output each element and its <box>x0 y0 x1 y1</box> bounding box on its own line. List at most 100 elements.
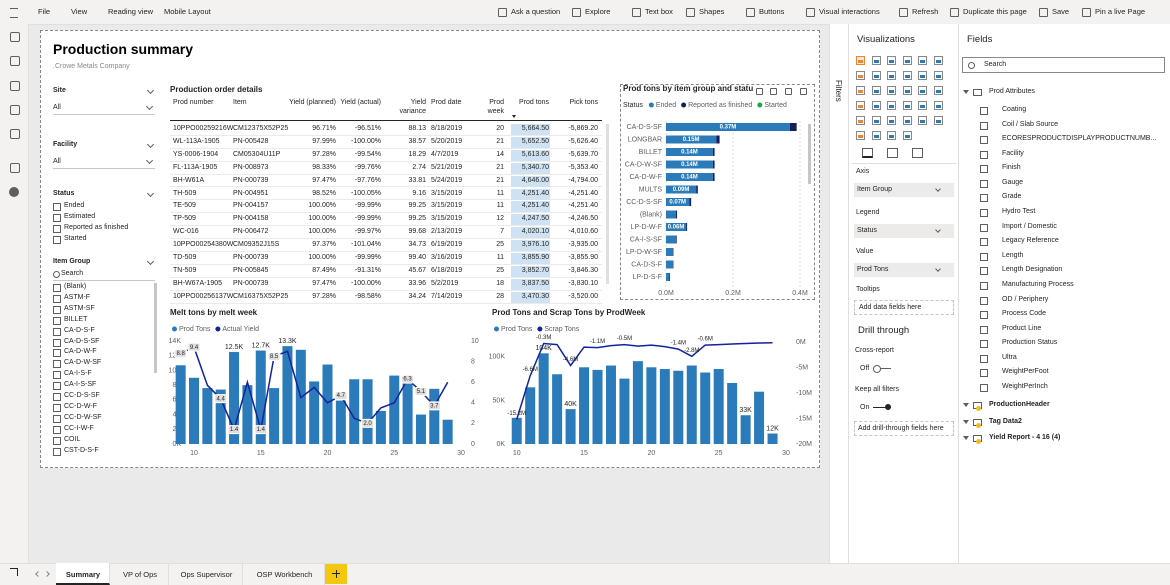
tab-label[interactable]: Ops Supervisor <box>170 570 243 579</box>
column-header[interactable]: Yield (actual) <box>337 98 381 107</box>
field-column[interactable]: Legacy Reference <box>1002 237 1059 244</box>
toolbar-button[interactable]: Visual interactions <box>819 7 880 16</box>
slicer-option[interactable]: CC-D-W-SF <box>64 414 102 421</box>
toolbar-button[interactable]: Text box <box>645 7 673 16</box>
dropdown-value[interactable]: All <box>53 158 61 165</box>
toolbar-button[interactable]: Pin a live Page <box>1095 7 1145 16</box>
slicer-option[interactable]: Reported as finished <box>64 224 128 231</box>
field-table[interactable]: Prod Attributes <box>989 88 1035 95</box>
table-cell: -3,830.10 <box>552 280 598 287</box>
menu-item[interactable]: File <box>38 7 50 16</box>
table-cell: 11 <box>472 254 504 261</box>
field-column[interactable]: Length <box>1002 252 1023 259</box>
slicer-option[interactable]: CA-D-S-SF <box>64 338 99 345</box>
table-badge <box>976 439 981 444</box>
field-column[interactable]: Gauge <box>1002 179 1023 186</box>
slicer-option[interactable]: CC-I-W-F <box>64 425 94 432</box>
toolbar-button[interactable]: Save <box>1052 7 1069 16</box>
toggle-knob[interactable] <box>885 404 891 410</box>
field-column[interactable]: Process Code <box>1002 310 1046 317</box>
well-placeholder-text[interactable]: Add drill-through fields here <box>858 425 944 432</box>
field-column[interactable]: Length Designation <box>1002 266 1062 273</box>
slicer-option[interactable]: Estimated <box>64 213 95 220</box>
slicer-option[interactable]: CA-I-S-F <box>64 370 92 377</box>
field-column[interactable]: Facility <box>1002 150 1024 157</box>
field-column[interactable]: WeightPerInch <box>1002 383 1048 390</box>
field-table[interactable]: Tag Data2 <box>989 418 1022 425</box>
field-column[interactable]: Product Line <box>1002 325 1041 332</box>
pane-tab[interactable] <box>887 148 898 158</box>
slicer-option[interactable]: ASTM-F <box>64 294 90 301</box>
well-field-name[interactable]: Item Group <box>857 186 892 193</box>
slicer-option[interactable]: CA-D-S-F <box>64 327 95 334</box>
toolbar-button[interactable]: Ask a question <box>511 7 560 16</box>
menu-item[interactable]: View <box>71 7 87 16</box>
slicer-option[interactable]: CA-I-S-SF <box>64 381 96 388</box>
viz-icon-fill <box>889 75 894 78</box>
column-header[interactable]: Yield (planned) <box>286 98 336 107</box>
slicer-option[interactable]: COIL <box>64 436 80 443</box>
tab-label[interactable]: VP of Ops <box>111 570 169 579</box>
table-cell: 97.47% <box>286 177 336 184</box>
checkbox <box>53 360 61 368</box>
slicer-option[interactable]: CC-D-W-F <box>64 403 97 410</box>
column-header[interactable]: Item <box>233 98 285 107</box>
field-table[interactable]: ProductionHeader <box>989 401 1050 408</box>
menu-item[interactable]: Reading view <box>108 7 153 16</box>
toolbar-button[interactable]: Shapes <box>699 7 724 16</box>
scrollbar <box>154 283 157 373</box>
column-header[interactable]: Yield variance <box>392 98 426 116</box>
field-column[interactable]: Import / Domestic <box>1002 223 1057 230</box>
slicer-option[interactable]: BILLET <box>64 316 87 323</box>
field-column[interactable]: Finish <box>1002 164 1021 171</box>
checkbox <box>53 203 61 211</box>
slicer-option[interactable]: Ended <box>64 202 84 209</box>
field-column[interactable]: Manufacturing Process <box>1002 281 1074 288</box>
pane-tab[interactable] <box>862 148 873 158</box>
slicer-search[interactable]: Search <box>61 270 83 277</box>
field-column[interactable]: Coil / Slab Source <box>1002 121 1058 128</box>
slicer-option[interactable]: CST-D-S-F <box>64 447 99 454</box>
filters-label[interactable]: Filters <box>834 80 843 102</box>
field-column[interactable]: Grade <box>1002 193 1021 200</box>
well-label: Tooltips <box>856 286 880 293</box>
toolbar-button[interactable]: Duplicate this page <box>963 7 1027 16</box>
well-placeholder-text[interactable]: Add data fields here <box>859 304 921 311</box>
field-table[interactable]: Yield Report - 4 16 (4) <box>989 434 1060 441</box>
toggle-knob[interactable] <box>873 365 881 373</box>
field-column[interactable]: OD / Periphery <box>1002 296 1048 303</box>
column-header[interactable]: Prod date <box>431 98 476 107</box>
slicer-option[interactable]: CC-D-S-SF <box>64 392 100 399</box>
tab-label[interactable]: Summary <box>56 570 110 579</box>
dropdown-value[interactable]: All <box>53 104 61 111</box>
toolbar-button[interactable]: Refresh <box>912 7 938 16</box>
fields-pane <box>959 24 1170 563</box>
slicer-option[interactable]: CA-D-W-SF <box>64 359 101 366</box>
table-cell: 5,664.50 <box>506 125 549 132</box>
well-field-name[interactable]: Status <box>857 227 877 234</box>
viz-icon-fill <box>858 60 863 63</box>
toolbar-button[interactable]: Buttons <box>759 7 784 16</box>
column-header[interactable]: Prod week <box>472 98 504 116</box>
slicer-option[interactable]: Started <box>64 235 87 242</box>
tab-label[interactable]: OSP Workbench <box>244 570 325 579</box>
field-column[interactable]: ECORESPRODUCTDISPLAYPRODUCTNUMB... <box>1002 135 1156 142</box>
field-column[interactable]: Hydro Test <box>1002 208 1035 215</box>
column-header[interactable]: Pick tons <box>552 98 598 107</box>
search-text[interactable]: Search <box>984 61 1006 68</box>
field-column[interactable]: Production Status <box>1002 339 1057 346</box>
field-column[interactable]: Coating <box>1002 106 1026 113</box>
menu-item[interactable]: Mobile Layout <box>164 7 211 16</box>
column-header[interactable]: Prod number <box>173 98 228 107</box>
table-cell: 88.13 <box>392 125 426 132</box>
field-column[interactable]: Ultra <box>1002 354 1017 361</box>
slicer-option[interactable]: (Blank) <box>64 283 86 290</box>
toolbar-button[interactable]: Explore <box>585 7 610 16</box>
table-cell: 34.73 <box>392 241 426 248</box>
slicer-option[interactable]: CA-D-W-F <box>64 348 97 355</box>
field-column[interactable]: WeightPerFoot <box>1002 368 1049 375</box>
slicer-option[interactable]: ASTM-SF <box>64 305 95 312</box>
pane-tab[interactable] <box>912 148 923 158</box>
column-header[interactable]: Prod tons <box>506 98 549 107</box>
well-field-name[interactable]: Prod Tons <box>857 266 888 273</box>
